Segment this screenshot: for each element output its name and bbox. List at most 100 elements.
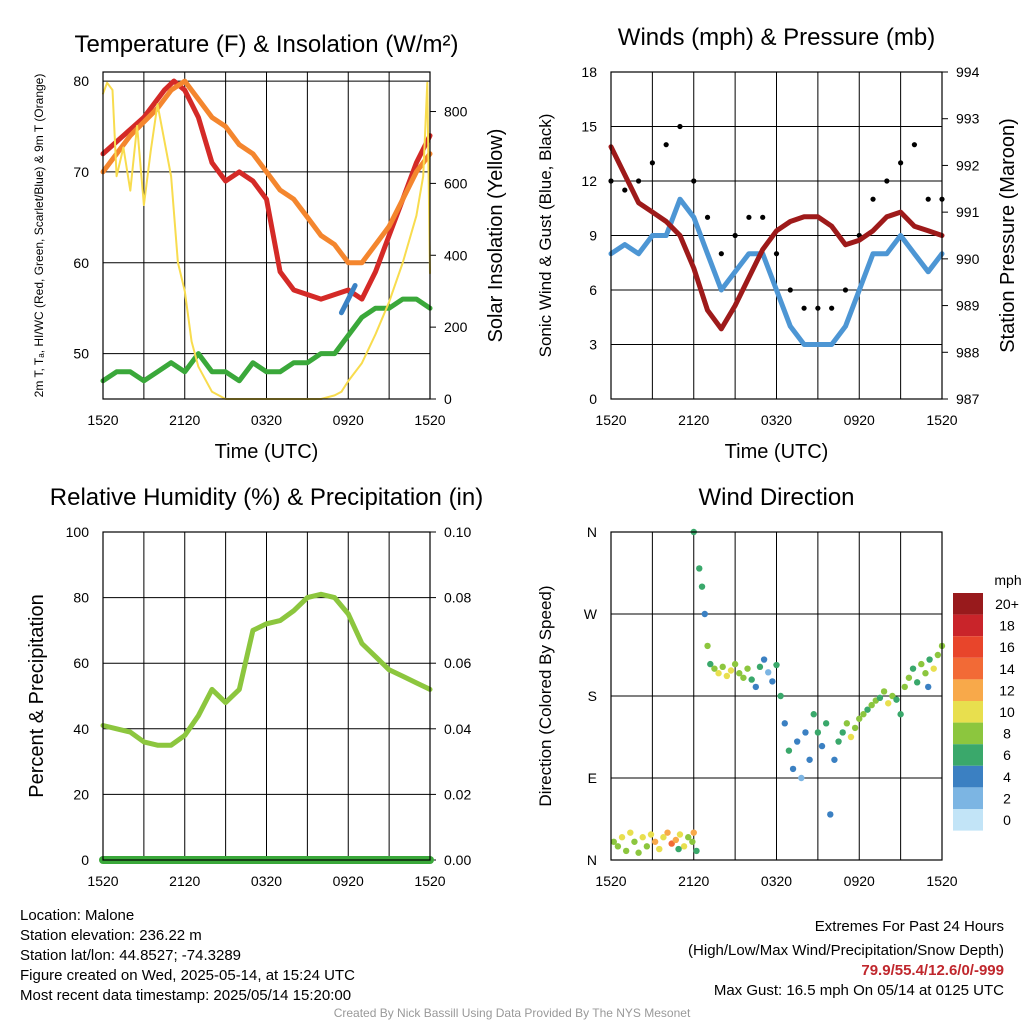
direction-point [781, 720, 788, 727]
direction-point [701, 610, 708, 618]
latlon-text: Station lat/lon: 44.8527; -74.3289 [20, 947, 242, 964]
credit-text: Created By Nick Bassill Using Data Provi… [333, 1006, 691, 1020]
gust-point [801, 305, 807, 311]
direction-xtick-label: 1520 [595, 873, 626, 889]
direction-point [664, 829, 671, 836]
rh-xtick-label: 0920 [333, 873, 364, 889]
direction-xtick-label: 2120 [678, 873, 709, 889]
extremes-subtitle: (High/Low/Max Wind/Precipitation/Snow De… [688, 942, 1004, 959]
rh-ytick-label: 80 [73, 590, 89, 606]
direction-point [693, 847, 700, 855]
temp-xlabel: Time (UTC) [215, 441, 319, 463]
gust-point [635, 178, 642, 184]
rh-ytick-label: 100 [66, 524, 90, 540]
pressure-line [608, 144, 945, 332]
wind-ytick-right-label: 989 [956, 298, 980, 314]
recent-data-text: Most recent data timestamp: 2025/05/14 1… [20, 987, 352, 1004]
gust-point [925, 196, 931, 202]
direction-point [675, 845, 682, 853]
direction-point [715, 670, 722, 677]
gust-point [622, 187, 628, 193]
wind-ytick-label: 0 [589, 391, 597, 407]
gust-point [677, 123, 683, 130]
direction-point [685, 834, 692, 841]
direction-ytick-label: N [587, 524, 597, 540]
wind-ytick-right-label: 991 [956, 204, 980, 220]
direction-point [818, 742, 826, 750]
temp-ytick-right-label: 200 [444, 319, 468, 335]
direction-point [769, 678, 776, 685]
direction-xtick-label: 0920 [844, 873, 875, 889]
wind-ytick-right-label: 994 [956, 64, 980, 80]
direction-point [789, 765, 797, 773]
direction-point [785, 747, 793, 754]
legend-title: mph [994, 572, 1021, 588]
legend-swatch [953, 657, 983, 680]
temp-xtick-label: 0320 [251, 412, 282, 428]
wind-xtick-label: 1520 [926, 412, 957, 428]
direction-point [727, 667, 735, 674]
extremes-title: Extremes For Past 24 Hours [814, 918, 1004, 935]
gust-point [663, 142, 669, 148]
direction-point [934, 651, 942, 659]
wind-ytick-right-label: 993 [956, 111, 980, 127]
direction-point [868, 701, 875, 709]
elevation-text: Station elevation: 236.22 m [20, 927, 202, 944]
direction-point [698, 583, 706, 590]
legend-swatch [953, 614, 983, 637]
direction-title: Wind Direction [698, 484, 854, 511]
rh-ytick-right-label: 0.10 [444, 524, 471, 540]
direction-point [614, 843, 622, 850]
legend-swatch [953, 765, 983, 788]
direction-ytick-label: E [588, 770, 597, 786]
legend-label: 14 [999, 661, 1015, 677]
direction-point [930, 665, 937, 672]
direction-point [798, 774, 805, 782]
direction-point [864, 706, 871, 713]
wind-xlabel: Time (UTC) [725, 441, 829, 463]
direction-point [622, 847, 630, 855]
wind-ytick-label: 9 [589, 228, 597, 244]
temp-ylabel: 2m T, Tₐ, HI/WC (Red, Green, Scarlet/Blu… [32, 74, 46, 398]
direction-point [909, 665, 917, 672]
direction-point [793, 738, 801, 745]
rh-ytick-label: 40 [73, 721, 89, 737]
legend-swatch [953, 744, 983, 766]
direction-point [740, 674, 747, 681]
gust-point [704, 214, 711, 220]
rh-xtick-label: 2120 [169, 873, 200, 889]
direction-point [676, 831, 684, 838]
humidity-line [100, 591, 433, 748]
legend-swatch [953, 701, 983, 723]
direction-ylabel: Direction (Colored By Speed) [536, 585, 555, 806]
station-info: Location: Malone Station elevation: 236.… [20, 906, 355, 1006]
direction-point [704, 642, 711, 650]
direction-point [707, 660, 714, 668]
temp-ytick-label: 80 [73, 73, 89, 89]
wind-ytick-label: 18 [581, 64, 597, 80]
temp-title: Temperature (F) & Insolation (W/m²) [74, 31, 458, 58]
legend-label: 4 [1003, 769, 1011, 785]
gust-point [732, 232, 738, 239]
direction-point [880, 688, 888, 695]
direction-ytick-label: S [588, 688, 597, 704]
temp-ytick-label: 70 [73, 164, 89, 180]
gust-point [842, 287, 849, 293]
direction-point [610, 838, 617, 845]
wind-xtick-label: 0320 [761, 412, 792, 428]
temp-ytick-right-label: 600 [444, 175, 468, 191]
dewpoint-line [100, 296, 433, 384]
direction-point [876, 694, 884, 702]
wind-ylabel: Sonic Wind & Gust (Blue, Black) [536, 114, 555, 358]
wind-ytick-right-label: 990 [956, 251, 980, 267]
direction-point [651, 838, 659, 845]
legend-swatch [953, 787, 983, 809]
direction-point [765, 669, 772, 676]
gust-point [760, 214, 766, 220]
wind-ytick-right-label: 992 [956, 157, 980, 173]
direction-point [690, 829, 697, 836]
direction-point [639, 834, 646, 841]
direction-point [618, 834, 626, 841]
direction-point [889, 692, 896, 700]
